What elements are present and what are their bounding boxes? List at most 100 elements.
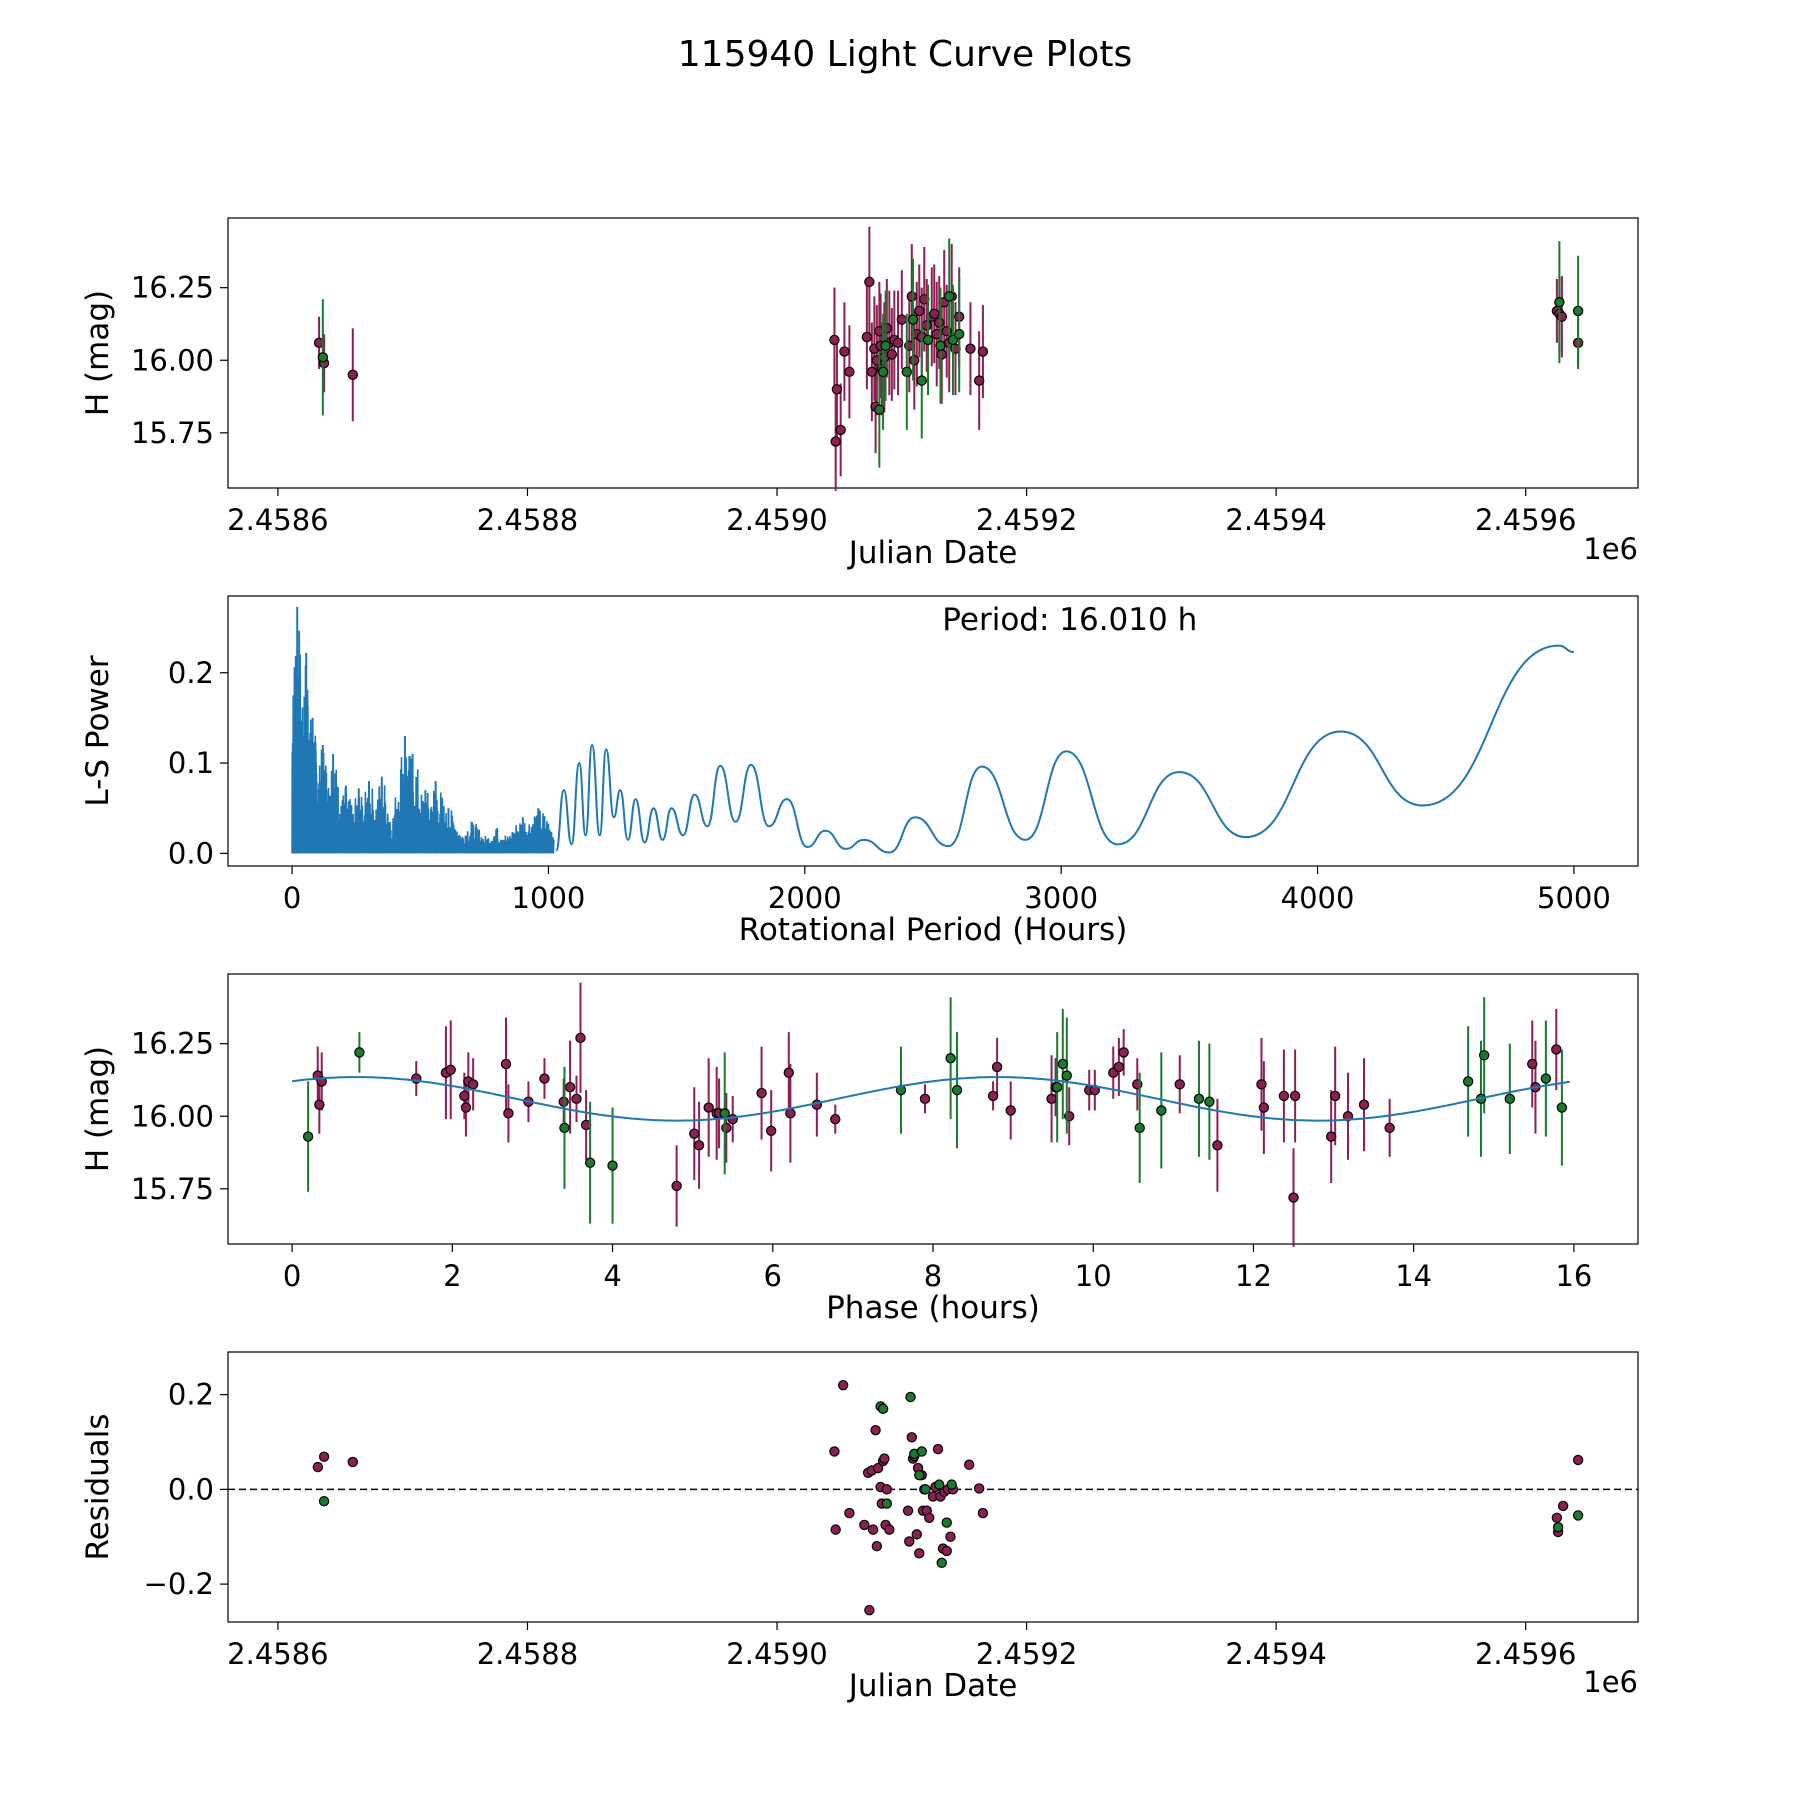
residuals-point	[916, 1446, 927, 1457]
phase-point	[719, 1108, 730, 1119]
residuals-xtick-label: 2.4586	[227, 1637, 328, 1671]
phase-ytick-label: 16.25	[131, 1027, 214, 1061]
phase-point	[1478, 1050, 1490, 1061]
phase-point	[564, 1082, 576, 1093]
residuals-point	[911, 1529, 922, 1540]
phase-point	[945, 1052, 956, 1064]
phase-point	[1288, 1192, 1299, 1203]
residuals-series-band_a	[312, 1379, 1584, 1616]
residuals-point	[871, 1541, 883, 1552]
lightcurve-point	[1572, 305, 1584, 317]
residuals-point	[932, 1443, 944, 1455]
phase-point	[1118, 1047, 1129, 1058]
residuals-point	[347, 1456, 358, 1468]
phase-point	[1358, 1099, 1370, 1110]
lightcurve-point	[317, 352, 329, 363]
periodogram-panel: 0 1000 2000 3000 4000 5000 0.0 0.1 0.2 Rotational…	[80, 595, 1639, 948]
lightcurve-point	[916, 375, 927, 386]
phase-panel: 0 2 4 6 8 10 12 14 16 15.75 16.00 16.25 Phase (hours…	[80, 973, 1639, 1326]
phase-point	[1504, 1093, 1516, 1105]
phase-point	[459, 1090, 470, 1102]
residuals-point	[941, 1545, 952, 1557]
residuals-point	[837, 1379, 849, 1391]
residuals-xtick-label: 2.4590	[726, 1637, 827, 1671]
residuals-point	[859, 1519, 870, 1531]
residuals-xtick-label: 2.4588	[477, 1637, 578, 1671]
residuals-point	[936, 1557, 947, 1568]
periodogram-ytick-label: 0.0	[168, 836, 214, 870]
phase-point	[575, 1032, 586, 1044]
residuals-point	[934, 1479, 945, 1490]
lightcurve-xtick-label: 2.4590	[726, 503, 827, 537]
residuals-point	[870, 1424, 881, 1436]
residuals-point	[914, 1469, 925, 1481]
phase-point	[951, 1084, 963, 1096]
lightcurve-point	[935, 340, 946, 351]
phase-xtick-label: 0	[283, 1259, 301, 1293]
lightcurve-point	[835, 424, 846, 436]
phase-point	[919, 1093, 931, 1105]
lightcurve-ytick-label: 15.75	[131, 416, 214, 450]
residuals-point	[945, 1531, 956, 1542]
phase-point	[1061, 1070, 1072, 1081]
lightcurve-point	[936, 349, 947, 360]
lightcurve-point	[880, 340, 891, 351]
residuals-point	[318, 1496, 330, 1507]
lightcurve-point	[864, 276, 875, 288]
phase-point	[445, 1064, 456, 1076]
phase-point	[1051, 1082, 1063, 1093]
residuals-point	[872, 1462, 884, 1474]
residuals-ytick-label: 0.0	[168, 1472, 214, 1506]
phase-point	[302, 1131, 314, 1142]
lightcurve-point	[829, 334, 840, 346]
phase-point	[584, 1157, 596, 1168]
lightcurve-point	[831, 384, 843, 395]
phase-point	[1556, 1102, 1568, 1113]
phase-xtick-label: 2	[443, 1259, 461, 1293]
phase-xtick-label: 4	[603, 1259, 621, 1293]
lightcurve-point	[907, 314, 919, 325]
residuals-point	[879, 1453, 890, 1464]
phase-point	[1113, 1061, 1125, 1073]
lightcurve-xtick-label: 2.4592	[976, 503, 1077, 537]
residuals-point	[902, 1505, 914, 1516]
phase-point	[991, 1061, 1003, 1073]
lightcurve-point	[906, 291, 917, 302]
lightcurve-xtick-label: 2.4588	[477, 503, 578, 537]
phase-point	[354, 1047, 365, 1058]
periodogram-xlabel: Rotational Period (Hours)	[739, 912, 1128, 948]
phase-point	[1046, 1093, 1057, 1105]
phase-point	[671, 1180, 682, 1192]
residuals-xtick-label: 2.4594	[1225, 1637, 1326, 1671]
residuals-point	[884, 1524, 895, 1535]
periodogram-ytick-label: 0.1	[168, 746, 214, 780]
residuals-xtick-label: 2.4596	[1475, 1637, 1576, 1671]
periodogram-xtick-label: 3000	[1024, 881, 1098, 915]
phase-point	[1005, 1105, 1016, 1116]
phase-point	[765, 1125, 777, 1136]
residuals-point	[877, 1403, 889, 1415]
phase-point	[1527, 1058, 1538, 1070]
periodogram-frame	[227, 595, 1639, 867]
lightcurve-point	[909, 355, 920, 366]
phase-point	[756, 1087, 767, 1099]
phase-point	[314, 1099, 325, 1110]
phase-xtick-label: 14	[1395, 1259, 1432, 1293]
residuals-point	[881, 1498, 893, 1509]
phase-point	[500, 1058, 512, 1070]
phase-point	[703, 1102, 714, 1113]
residuals-point	[881, 1484, 893, 1495]
lightcurve-point	[977, 346, 989, 357]
residuals-point	[963, 1459, 975, 1470]
residuals-point	[920, 1484, 931, 1495]
lightcurve-point	[929, 308, 940, 320]
residuals-point	[844, 1507, 855, 1519]
phase-xtick-label: 10	[1075, 1259, 1112, 1293]
lightcurve-point	[877, 366, 889, 378]
lightcurve-point	[901, 366, 912, 378]
lightcurve-xlabel: Julian Date	[847, 535, 1018, 571]
periodogram-xtick-label: 4000	[1281, 881, 1355, 915]
phase-point	[467, 1079, 479, 1090]
residuals-ytick-label: 0.2	[168, 1378, 214, 1412]
